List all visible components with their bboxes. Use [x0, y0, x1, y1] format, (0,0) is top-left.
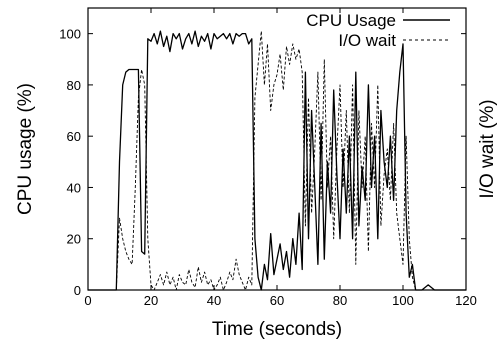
x-tick-label: 120	[455, 293, 477, 308]
legend: CPU Usage I/O wait	[306, 11, 450, 50]
x-tick-label: 100	[392, 293, 414, 308]
x-tick-label: 80	[333, 293, 347, 308]
series-line-cpu-usage	[88, 30, 466, 291]
y-tick-label: 20	[67, 232, 81, 247]
x-axis-title: Time (seconds)	[212, 319, 342, 340]
y-tick-label: 100	[59, 27, 81, 42]
x-tick-label: 40	[207, 293, 221, 308]
x-tick-label: 0	[84, 293, 91, 308]
x-tick-label: 20	[144, 293, 158, 308]
y-tick-label: 80	[67, 78, 81, 93]
series-layer	[88, 30, 466, 291]
x-tick-label: 60	[270, 293, 284, 308]
x-axis: 0 20 40 60 80 100 120	[84, 8, 477, 308]
legend-label-io-wait: I/O wait	[338, 31, 396, 50]
series-line-i-o-wait	[88, 30, 466, 291]
y-tick-label: 40	[67, 180, 81, 195]
y-axis: 0 20 40 60 80 100	[59, 27, 466, 298]
y-tick-label: 0	[74, 283, 81, 298]
legend-label-cpu-usage: CPU Usage	[306, 11, 396, 30]
y-axis-title: CPU usage (%)	[15, 83, 36, 215]
y-tick-label: 60	[67, 129, 81, 144]
y2-axis-title: I/O wait (%)	[477, 99, 498, 198]
